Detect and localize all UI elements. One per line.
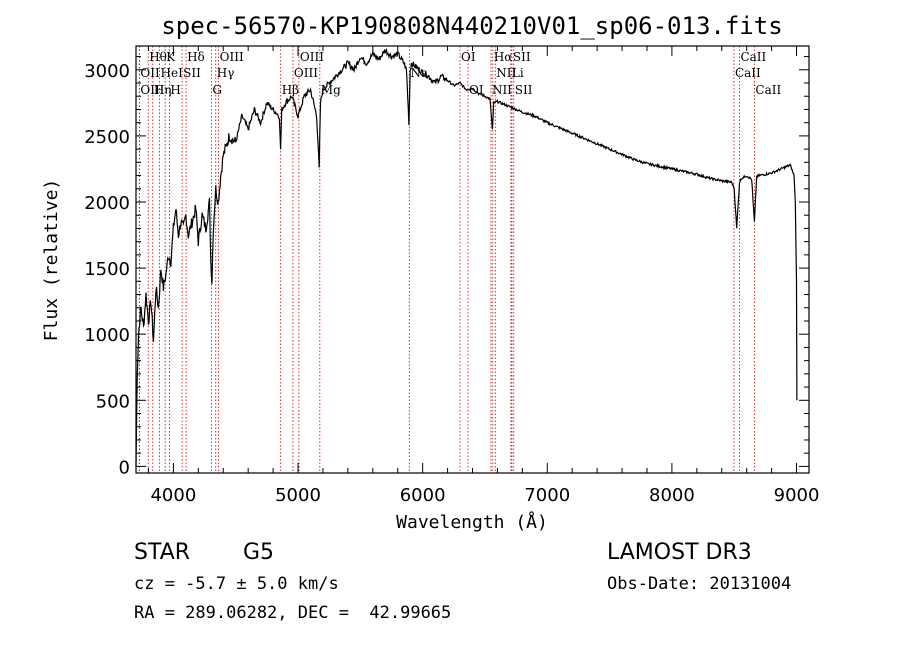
- line-label-0: Hθ: [149, 50, 167, 64]
- line-label-9: OIII: [220, 50, 244, 64]
- y-tick-label-500: 500: [96, 391, 130, 412]
- line-label-4: HeI: [161, 66, 184, 80]
- line-label-24: SII: [515, 83, 533, 97]
- survey-name: LAMOST DR3: [607, 540, 752, 565]
- y-tick-label-2500: 2500: [84, 127, 130, 148]
- line-label-19: Hα: [494, 50, 513, 64]
- line-label-12: OIII: [300, 50, 324, 64]
- line-label-6: H: [170, 83, 180, 97]
- line-label-22: Li: [512, 66, 524, 80]
- line-label-20: SII: [513, 50, 531, 64]
- line-label-1: OII: [140, 66, 160, 80]
- line-label-17: OI: [461, 50, 476, 64]
- line-label-14: Hβ: [282, 83, 299, 97]
- line-label-8: SII: [183, 66, 201, 80]
- line-label-2: OIII: [140, 83, 164, 97]
- x-tick-label-4000: 4000: [150, 485, 196, 506]
- x-axis-ticks: 4000 5000 6000 7000 8000 9000: [147, 46, 820, 506]
- spectral-line-labels: Hθ OII OIII K HeI HηH Hδ SII OIII Hγ G OIII OIII Hβ Mg…: [140, 50, 781, 97]
- line-label-26: CaII: [735, 66, 761, 80]
- redshift-readout: cz = -5.7 ± 5.0 km/s: [134, 574, 339, 594]
- y-tick-label-1500: 1500: [84, 259, 130, 280]
- y-axis-label: Flux (relative): [41, 179, 62, 342]
- line-label-5: Hη: [154, 83, 172, 97]
- line-label-3: K: [166, 50, 176, 64]
- x-tick-label-5000: 5000: [275, 485, 321, 506]
- line-label-27: CaII: [755, 83, 781, 97]
- y-tick-label-1000: 1000: [84, 325, 130, 346]
- line-label-25: CaII: [740, 50, 766, 64]
- line-label-10: Hγ: [217, 66, 235, 80]
- x-tick-label-9000: 9000: [774, 485, 820, 506]
- line-label-13: OIII: [294, 66, 318, 80]
- x-tick-label-7000: 7000: [524, 485, 570, 506]
- x-axis-label: Wavelength (Å): [396, 511, 548, 533]
- subclass: G5: [243, 540, 275, 565]
- coordinates: RA = 289.06282, DEC = 42.99665: [134, 603, 452, 623]
- obs-date: Obs-Date: 20131004: [607, 574, 792, 594]
- y-tick-label-0: 0: [119, 457, 130, 478]
- spectral-line-markers: [138, 46, 755, 473]
- line-label-23: NII: [492, 83, 512, 97]
- plot-frame: [135, 45, 810, 474]
- y-tick-label-2000: 2000: [84, 193, 130, 214]
- line-label-7: Hδ: [187, 50, 205, 64]
- y-axis-ticks: 0 500 1000 1500 2000 2500 3000: [84, 56, 809, 478]
- line-label-11: G: [212, 83, 222, 97]
- line-label-21: NII: [496, 66, 516, 80]
- x-tick-label-8000: 8000: [649, 485, 695, 506]
- line-label-15: Mg: [321, 83, 341, 97]
- chart-title: spec-56570-KP190808N440210V01_sp06-013.f…: [161, 12, 782, 40]
- y-tick-label-3000: 3000: [84, 61, 130, 82]
- x-tick-label-6000: 6000: [400, 485, 446, 506]
- flux-series-line: [135, 47, 798, 467]
- object-class: STAR: [134, 540, 191, 565]
